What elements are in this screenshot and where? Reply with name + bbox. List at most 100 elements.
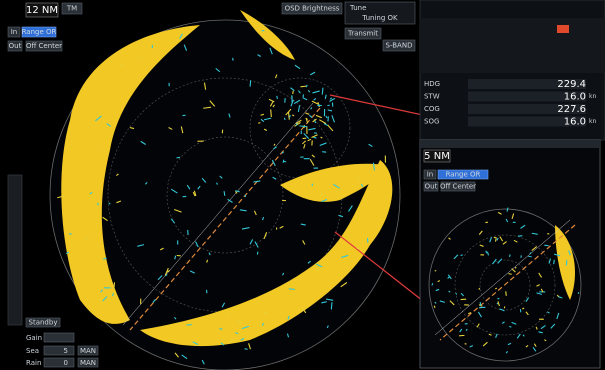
echo (447, 276, 450, 279)
echo (234, 191, 238, 194)
echo (548, 258, 552, 264)
tune-status: Tuning OK (361, 14, 398, 22)
echo (550, 323, 556, 329)
out-button[interactable] (7, 40, 23, 52)
echo (479, 301, 482, 306)
sea-slider[interactable] (43, 345, 75, 356)
sea-label: Sea (26, 347, 39, 355)
echo (433, 305, 436, 309)
echo (305, 84, 308, 88)
inset-range-button[interactable] (437, 169, 489, 180)
echo (467, 312, 472, 315)
echo (282, 272, 285, 276)
echo (312, 90, 320, 94)
echo (485, 250, 488, 254)
echo (137, 244, 145, 247)
range-button-label: Range OR (22, 28, 57, 36)
echo (285, 108, 292, 116)
echo (229, 338, 235, 344)
echo (308, 127, 316, 131)
echo (221, 302, 226, 308)
echo (300, 85, 307, 88)
echo (320, 192, 323, 197)
gain-slider[interactable] (43, 332, 75, 343)
echo (509, 325, 512, 328)
in-button[interactable] (7, 26, 21, 38)
echo (514, 266, 517, 269)
land (140, 160, 393, 347)
echo (529, 252, 532, 255)
echo (525, 297, 530, 303)
echo (482, 341, 488, 347)
standby-label: Standby (29, 319, 58, 327)
echo (478, 287, 481, 290)
echo (325, 115, 328, 119)
range-ring (166, 136, 284, 254)
echo (164, 267, 169, 276)
echo (201, 359, 205, 365)
echo (540, 288, 544, 293)
echo (321, 301, 327, 304)
rain-slider[interactable] (43, 357, 75, 368)
echo (506, 207, 509, 212)
echo (273, 143, 276, 146)
echo (174, 316, 177, 320)
tool-strip[interactable] (7, 174, 23, 326)
echo (553, 253, 561, 257)
echo (85, 236, 90, 240)
echo (302, 240, 306, 245)
range-button[interactable] (21, 26, 57, 38)
sea-man-button[interactable] (77, 345, 99, 356)
sea-value: 5 (64, 347, 68, 355)
echo (100, 289, 103, 293)
echo (315, 114, 322, 119)
echo (434, 301, 437, 304)
echo (329, 97, 333, 100)
inset-in-label: In (427, 171, 434, 179)
band-button[interactable] (382, 39, 416, 52)
inset-off-center-button[interactable] (440, 181, 476, 192)
alert-indicator (557, 25, 569, 33)
echo (192, 341, 199, 345)
inset-out-button[interactable] (423, 181, 439, 192)
heading-line (122, 102, 314, 326)
echo (287, 111, 290, 120)
inset-window: 5 NM In Range OR Out Off Center (419, 139, 601, 369)
echo (193, 190, 197, 197)
echo (203, 106, 212, 109)
echo (453, 254, 459, 260)
echo (297, 90, 301, 94)
standby-button[interactable] (25, 317, 61, 328)
echo (311, 100, 319, 105)
echo (533, 343, 537, 347)
echo (297, 105, 301, 113)
main-radar (49, 10, 586, 370)
brightness-button[interactable] (281, 2, 343, 15)
echo (507, 342, 512, 346)
inset-in-button[interactable] (423, 169, 437, 180)
echo (341, 254, 349, 258)
echo (323, 123, 328, 127)
echo (522, 334, 525, 337)
off-center-button[interactable] (25, 40, 63, 52)
gain-label: Gain (26, 334, 42, 342)
echo (313, 98, 317, 101)
echo (431, 283, 434, 286)
transmit-button[interactable] (344, 27, 382, 40)
echo (290, 99, 294, 107)
echo (327, 109, 333, 112)
echo (516, 333, 521, 339)
echo (263, 232, 268, 240)
echo (311, 134, 318, 139)
nav-value-box (468, 79, 586, 89)
echo (330, 302, 333, 310)
mode-button[interactable] (61, 2, 83, 15)
echo (272, 104, 275, 108)
rain-man-button[interactable] (77, 357, 99, 368)
echo (525, 311, 529, 316)
echo (281, 151, 285, 154)
echo (508, 273, 512, 275)
echo (227, 198, 233, 203)
echo (301, 307, 307, 314)
echo (219, 175, 223, 179)
